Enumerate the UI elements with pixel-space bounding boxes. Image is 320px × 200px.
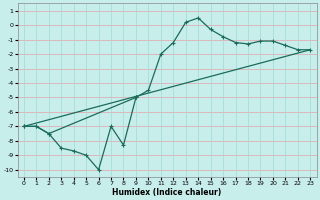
X-axis label: Humidex (Indice chaleur): Humidex (Indice chaleur) [112,188,222,197]
